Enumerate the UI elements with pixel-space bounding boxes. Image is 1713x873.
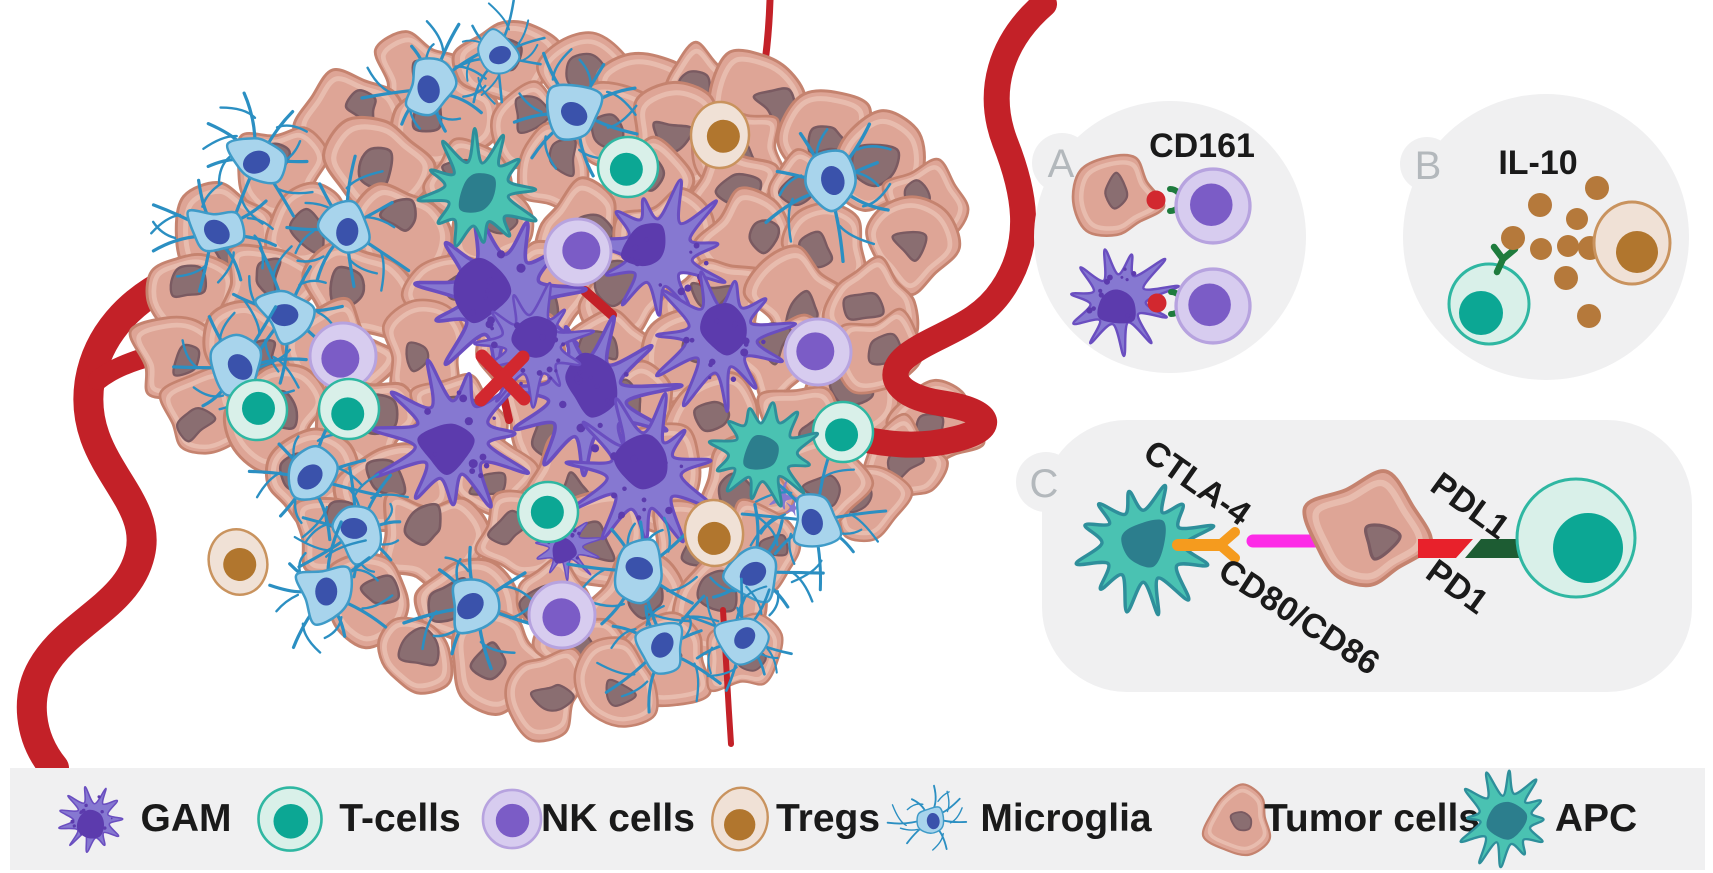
microglia-cell [293, 466, 409, 579]
il10-molecule-dot [1528, 193, 1552, 217]
cell-debris [767, 479, 798, 510]
il10-receptor-icon [1499, 245, 1519, 263]
t-cell [257, 786, 323, 852]
microglia-cell [709, 502, 825, 644]
t-cell [225, 378, 289, 442]
t-cell [811, 400, 875, 464]
blocked-vessel-x-icon [474, 350, 530, 407]
legend-label-microglia: Microglia [980, 797, 1152, 840]
microglia-cell [687, 577, 793, 692]
microglia-cell [512, 48, 639, 178]
microglia-cell [202, 91, 314, 225]
t-cell [596, 135, 660, 199]
microglia-cell [268, 520, 394, 654]
panel-b-letter-bubble [1400, 137, 1454, 191]
panel-b-title: IL-10 [1498, 144, 1577, 182]
panel-b: B IL-10 [1400, 94, 1689, 380]
legend-label-gam: GAM [140, 797, 232, 840]
microglia-cell [740, 453, 888, 592]
il10-molecule-dot [1585, 176, 1609, 200]
apc-cell [1459, 769, 1545, 869]
ligand-dot [1147, 293, 1167, 313]
gam-legend-icon [58, 786, 124, 853]
tumor-cell [1302, 469, 1433, 588]
tumor-cell [1071, 153, 1166, 238]
panel-c-letter: C [1030, 462, 1059, 506]
tumor-cell [504, 647, 589, 743]
apc-legend-icon [1459, 769, 1545, 869]
t-cell [317, 377, 381, 441]
microglia-cell [402, 545, 543, 671]
gam-cell [58, 786, 124, 853]
il10-molecule-dot [1554, 266, 1578, 290]
blood-vessel [839, 0, 1057, 458]
vessel-fragment [580, 286, 617, 320]
microglia-cell [596, 594, 722, 714]
nk-cell [481, 788, 543, 850]
panel-b-cells [1447, 176, 1672, 346]
il10-molecule-dot [1530, 238, 1552, 260]
treg-cell [207, 528, 269, 596]
panel-a-letter: A [1048, 142, 1075, 186]
legend-label-nk: NK cells [541, 797, 695, 840]
microglia-layer [150, 0, 892, 714]
pd1-band-icon [1418, 539, 1473, 558]
legend-label-apc: APC [1554, 797, 1638, 840]
nk-cell [1174, 267, 1252, 345]
gam-cell [564, 391, 717, 544]
nk-cell [527, 580, 597, 650]
t-cell [516, 480, 580, 544]
panel-c: C CTLA-4 CD80/CD86 PDL1 PD1 [1016, 420, 1692, 692]
legend-label-tumor: Tumor cells [1263, 797, 1481, 840]
gam-cell [371, 358, 531, 509]
gam-cell [473, 281, 596, 409]
nk-cell [308, 321, 378, 391]
pdl1-band-icon [1465, 539, 1521, 558]
treg-legend-icon [711, 786, 769, 852]
treg-cell [689, 100, 751, 170]
microglia-cell [886, 784, 968, 851]
nk-cell [783, 317, 853, 387]
il10-molecule-dot [1566, 208, 1588, 230]
il10-molecule-dot [1557, 235, 1579, 257]
legend-label-tcell: T-cells [339, 797, 461, 840]
nk-cell [543, 217, 613, 287]
microglia-cell [456, 0, 546, 105]
apc-cell [416, 127, 538, 248]
panel-a-cells [1070, 153, 1252, 358]
vessel-fragment [500, 394, 513, 424]
panel-c-cells [1074, 469, 1637, 617]
gam-cell [655, 270, 798, 413]
cell-debris [785, 499, 802, 516]
microglia-cell [285, 154, 411, 292]
panel-b-letter: B [1415, 144, 1442, 188]
nk-cell [1174, 167, 1252, 245]
gam-cell [1070, 248, 1180, 358]
apc-cell [1074, 483, 1216, 617]
panel-a: A CD161 [1032, 101, 1306, 373]
tumor-cell [1201, 783, 1272, 857]
microglia-cell [764, 122, 892, 264]
microglia-cell [247, 412, 383, 542]
tcell-legend-icon [257, 786, 323, 852]
treg-cell [683, 498, 745, 568]
il10-molecule-dot [1501, 226, 1525, 250]
legend-label-treg: Tregs [775, 797, 881, 840]
microglia-cell [231, 245, 344, 385]
il10-molecule-dot [1577, 304, 1601, 328]
treg-cell [711, 786, 769, 852]
tumor-legend-icon [1201, 783, 1272, 857]
immune-cells-layer [207, 100, 875, 650]
gam-cells-layer [371, 178, 798, 582]
ligand-dot [1146, 190, 1166, 210]
apc-cell [707, 401, 820, 508]
legend-bar: GAM T-cells NK cells Tregs Microglia Tumor ce… [10, 768, 1705, 870]
microglia-legend-icon [886, 784, 968, 851]
panel-a-title: CD161 [1149, 127, 1255, 165]
nk-legend-icon [481, 788, 543, 850]
microglia-cell [150, 178, 277, 293]
panel-c-letter-bubble [1016, 452, 1076, 512]
